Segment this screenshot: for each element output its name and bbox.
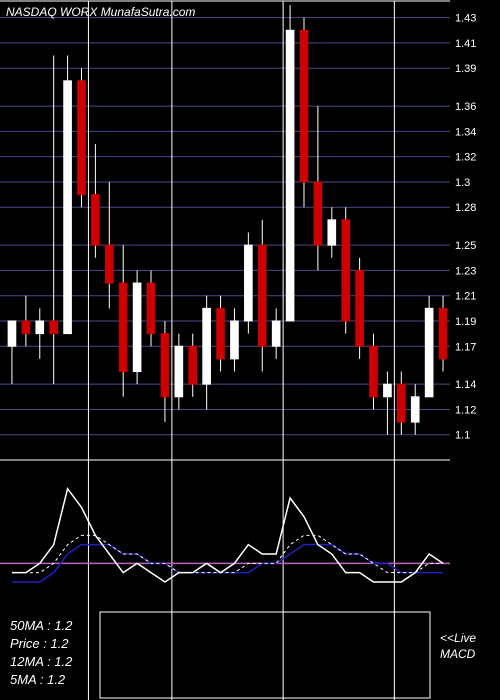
price-tick-label: 1.19: [455, 316, 476, 328]
watermark-text: MunafaSutra.com: [101, 5, 196, 19]
candle: [245, 245, 253, 321]
macd-panel: [0, 489, 450, 582]
info-line: 50MA : 1.2: [10, 618, 73, 633]
candle: [342, 220, 350, 321]
price-tick-label: 1.21: [455, 291, 476, 303]
stock-chart-container: 1.43 1.41 1.39 1.36 1.34 1.32 1.3 1.28 1.25 1.23 1…: [0, 0, 500, 700]
macd-signal-line: [12, 535, 443, 572]
candle: [398, 384, 406, 422]
price-tick-label: 1.28: [455, 202, 476, 214]
price-tick-label: 1.41: [455, 38, 476, 50]
candle: [425, 308, 433, 396]
candle: [370, 346, 378, 397]
candle: [314, 182, 322, 245]
chart-svg: 1.43 1.41 1.39 1.36 1.34 1.32 1.3 1.28 1.25 1.23 1…: [0, 0, 500, 700]
candle: [439, 308, 447, 359]
candle: [258, 245, 266, 346]
price-tick-label: 1.23: [455, 265, 476, 277]
candle: [286, 30, 294, 321]
info-line: 12MA : 1.2: [10, 654, 73, 669]
candle: [411, 397, 419, 422]
candle: [328, 220, 336, 245]
info-line: 5MA : 1.2: [10, 672, 66, 687]
candle: [300, 30, 308, 182]
candle: [22, 321, 30, 334]
price-tick-label: 1.25: [455, 240, 476, 252]
info-panel-border: [100, 612, 430, 698]
price-tick-label: 1.34: [455, 126, 476, 138]
info-line: Price : 1.2: [10, 636, 69, 651]
candle: [175, 346, 183, 397]
price-tick-label: 1.36: [455, 101, 476, 113]
candle: [119, 283, 127, 371]
candle: [203, 308, 211, 384]
candle: [8, 321, 16, 346]
candle: [217, 308, 225, 359]
price-tick-label: 1.43: [455, 13, 476, 25]
chart-title: NASDAQ WORX MunafaSutra.com: [6, 5, 195, 19]
price-tick-label: 1.17: [455, 341, 476, 353]
candle: [78, 81, 86, 195]
candle: [92, 195, 100, 246]
macd-fast-line: [12, 489, 443, 582]
candlesticks: [8, 5, 447, 435]
candle: [356, 270, 364, 346]
macd-label-line1: <<Live: [440, 631, 476, 645]
price-tick-label: 1.12: [455, 404, 476, 416]
price-tick-label: 1.3: [455, 177, 470, 189]
candle: [384, 384, 392, 397]
candle: [105, 245, 113, 283]
macd-label-line2: MACD: [440, 647, 476, 661]
info-box: 50MA : 1.2 Price : 1.2 12MA : 1.2 5MA : 1.2: [10, 618, 73, 687]
candle: [64, 81, 72, 334]
candle: [161, 334, 169, 397]
price-tick-label: 1.14: [455, 379, 476, 391]
candle: [147, 283, 155, 334]
symbol-text: NASDAQ WORX: [6, 5, 98, 19]
candle: [133, 283, 141, 371]
candle: [36, 321, 44, 334]
candle: [272, 321, 280, 346]
candle: [189, 346, 197, 384]
candle: [231, 321, 239, 359]
price-tick-label: 1.32: [455, 152, 476, 164]
price-tick-label: 1.39: [455, 63, 476, 75]
price-tick-label: 1.1: [455, 430, 470, 442]
candle: [50, 321, 58, 334]
price-axis-labels: 1.43 1.41 1.39 1.36 1.34 1.32 1.3 1.28 1.25 1.23 1…: [455, 13, 476, 442]
